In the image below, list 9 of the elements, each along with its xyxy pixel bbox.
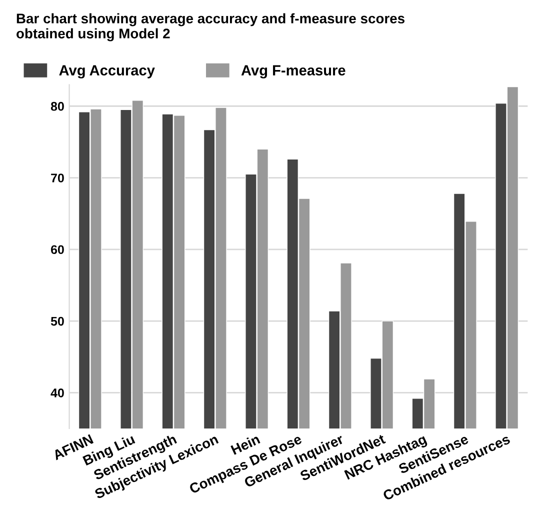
y-tick-label: 80 — [50, 102, 64, 111]
legend-label: Avg F-measure — [241, 65, 346, 78]
y-tick-label: 70 — [51, 174, 64, 182]
x-tick-label: Hein — [230, 434, 260, 455]
legend-label: Avg Accuracy — [59, 65, 155, 78]
y-tick-label: 40 — [50, 388, 64, 398]
chart-title: Bar chart showing average accuracy and f-measure scores obtained using Model 2 — [16, 13, 404, 42]
y-tick-label: 50 — [50, 316, 64, 326]
y-tick-label: 60 — [50, 245, 64, 254]
